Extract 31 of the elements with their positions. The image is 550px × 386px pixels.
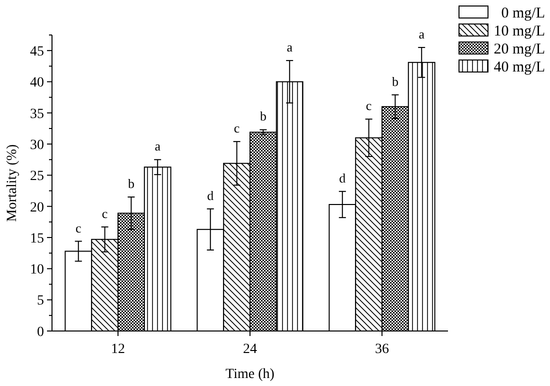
data-label: b [260,108,266,124]
y-tick-label: 20 [30,200,44,216]
legend-label: 40 mg/L [494,59,545,76]
y-tick-label: 35 [30,106,44,122]
legend-label: 10 mg/L [494,23,545,40]
y-tick-label: 30 [30,138,44,153]
y-tick-label: 0 [37,324,44,340]
legend-label: 20 mg/L [494,41,545,58]
data-label: c [102,206,108,221]
x-tick-label: 12 [111,342,125,357]
data-label: c [234,120,240,136]
legend-label: 0 mg/L [501,5,545,22]
y-tick-label: 25 [30,169,44,184]
data-label: b [128,176,134,192]
data-label: b [392,74,398,89]
data-label: a [418,26,425,42]
data-label: a [286,40,293,55]
data-label: a [154,138,161,154]
x-tick-label: 36 [375,342,389,357]
x-tick-label: 24 [243,342,257,357]
data-label: c [366,98,372,114]
y-tick-label: 10 [30,262,44,278]
y-tick-label: 45 [30,44,44,60]
data-label: c [76,220,82,236]
y-tick-label: 5 [37,294,44,309]
y-tick-label: 15 [30,231,44,246]
y-tick-label: 40 [30,76,44,91]
x-axis-title: Time (h) [226,367,275,382]
data-label: d [339,170,346,186]
y-axis-title: Mortality (%) [5,144,20,222]
data-label: d [207,188,214,203]
